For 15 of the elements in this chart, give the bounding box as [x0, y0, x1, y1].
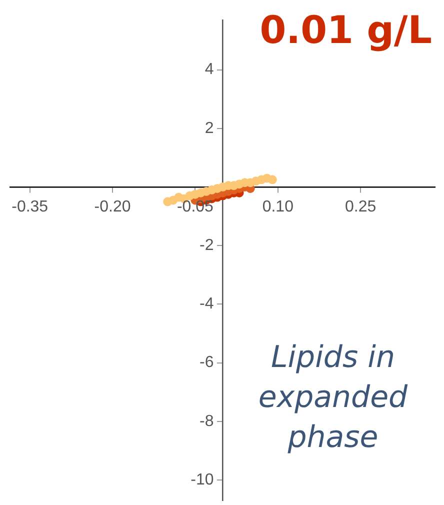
y-tick-label: -2 — [200, 237, 214, 254]
y-tick-label: 2 — [204, 120, 214, 137]
annotation: Lipids in expanded phase — [257, 339, 409, 457]
x-tick-label: 0.25 — [345, 198, 376, 216]
x-tick-label: -0.35 — [12, 198, 48, 216]
x-tick-label: 0.10 — [262, 198, 294, 216]
x-tick-label: -0.05 — [176, 198, 214, 216]
y-tick-label: 4 — [204, 61, 214, 78]
y-tick-label: -10 — [190, 471, 214, 488]
y-tick-label: -6 — [200, 354, 214, 372]
x-tick-label: -0.20 — [94, 198, 131, 216]
y-tick-label: -4 — [200, 296, 214, 313]
chart-title: 0.01 g/L — [260, 8, 432, 52]
y-tick-label: -8 — [200, 412, 214, 430]
point — [268, 175, 277, 184]
